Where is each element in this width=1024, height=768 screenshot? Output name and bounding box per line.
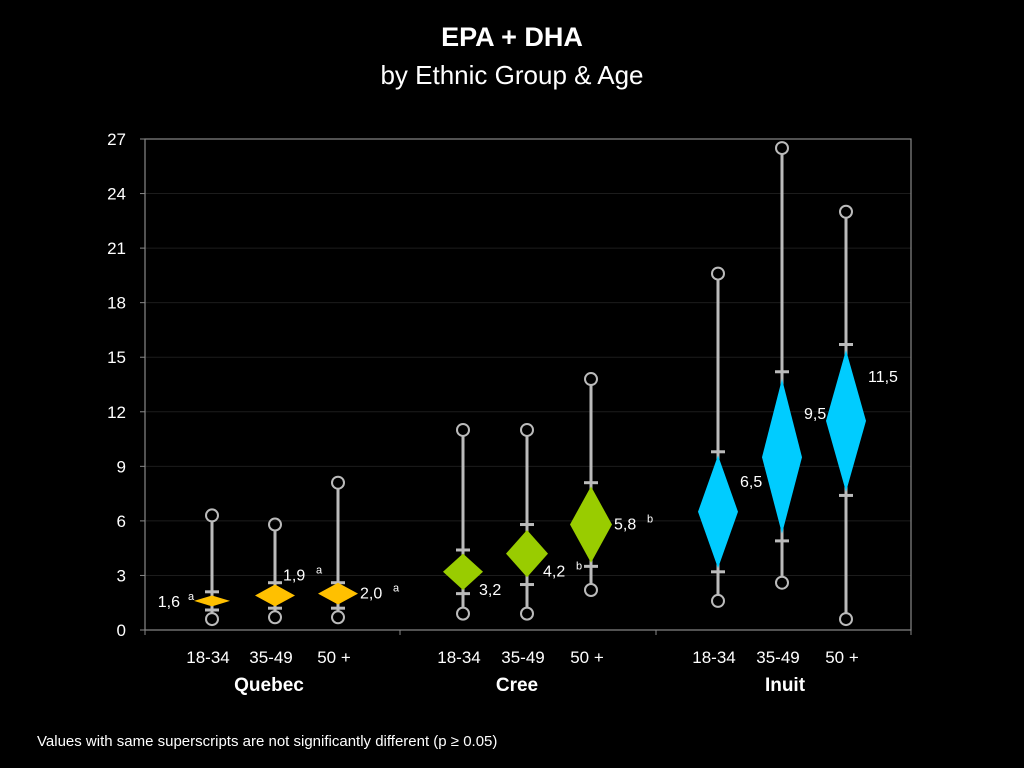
x-tick-label: 50 + bbox=[825, 648, 859, 667]
x-tick-label: 35-49 bbox=[756, 648, 799, 667]
y-tick-label: 24 bbox=[107, 185, 126, 204]
min-circle bbox=[268, 610, 282, 625]
y-tick-label: 6 bbox=[117, 512, 126, 531]
mean-diamond bbox=[826, 349, 866, 492]
box-item-inuit-0: 6,5 bbox=[698, 266, 762, 608]
box-item-inuit-2: 11,5 bbox=[826, 204, 898, 627]
mean-label: 11,5 bbox=[868, 369, 898, 386]
box-item-cree-1: 4,2 b bbox=[506, 422, 582, 621]
min-circle bbox=[839, 612, 853, 627]
significance-superscript: a bbox=[393, 583, 400, 595]
mean-diamond bbox=[762, 379, 802, 534]
max-circle bbox=[205, 508, 219, 523]
mean-label: 6,5 bbox=[740, 474, 762, 491]
x-tick-label: 18-34 bbox=[692, 648, 735, 667]
box-item-quebec-2: 2,0 a bbox=[318, 475, 400, 625]
y-tick-label: 3 bbox=[117, 566, 126, 585]
significance-superscript: b bbox=[647, 514, 653, 526]
y-tick-label: 21 bbox=[107, 239, 126, 258]
group-label: Inuit bbox=[765, 675, 806, 696]
max-circle bbox=[456, 422, 470, 437]
box-item-cree-0: 3,2 bbox=[443, 422, 501, 621]
mean-label: 9,5 bbox=[804, 406, 826, 423]
max-circle bbox=[268, 517, 282, 532]
x-tick-label: 35-49 bbox=[501, 648, 544, 667]
chart-subtitle: by Ethnic Group & Age bbox=[380, 60, 644, 90]
mean-label: 2,0 bbox=[360, 586, 382, 603]
plot-frame bbox=[144, 138, 912, 631]
box-item-inuit-1: 9,5 bbox=[762, 141, 826, 590]
significance-superscript: a bbox=[316, 564, 323, 576]
min-circle bbox=[520, 606, 534, 621]
min-circle bbox=[584, 582, 598, 597]
chart-title: EPA + DHA bbox=[441, 22, 583, 52]
group-label: Quebec bbox=[234, 675, 304, 696]
mean-label: 4,2 bbox=[543, 564, 565, 581]
mean-diamond bbox=[506, 529, 548, 578]
x-tick-label: 18-34 bbox=[186, 648, 229, 667]
max-circle bbox=[584, 372, 598, 387]
max-circle bbox=[711, 266, 725, 281]
significance-superscript: b bbox=[576, 561, 582, 573]
x-tick-label: 50 + bbox=[317, 648, 351, 667]
mean-label: 5,8 bbox=[614, 517, 636, 534]
group-label: Cree bbox=[496, 675, 538, 696]
y-tick-label: 9 bbox=[117, 457, 126, 476]
x-tick-label: 50 + bbox=[570, 648, 604, 667]
y-tick-label: 27 bbox=[107, 130, 126, 149]
box-item-quebec-0: 1,6 a bbox=[158, 508, 230, 627]
max-circle bbox=[839, 204, 853, 219]
box-item-cree-2: 5,8 b bbox=[570, 372, 653, 597]
mean-diamond bbox=[443, 553, 483, 590]
mean-diamond bbox=[194, 595, 230, 607]
min-circle bbox=[456, 606, 470, 621]
footnote: Values with same superscripts are not si… bbox=[37, 733, 498, 750]
max-circle bbox=[775, 141, 789, 156]
mean-diamond bbox=[698, 455, 738, 569]
mean-label: 3,2 bbox=[479, 582, 501, 599]
box-item-quebec-1: 1,9 a bbox=[255, 517, 323, 625]
min-circle bbox=[331, 610, 345, 625]
mean-diamond bbox=[570, 486, 612, 563]
y-tick-label: 12 bbox=[107, 403, 126, 422]
mean-diamond bbox=[318, 582, 358, 605]
min-circle bbox=[775, 575, 789, 590]
mean-diamond bbox=[255, 584, 295, 607]
min-circle bbox=[711, 593, 725, 608]
x-tick-label: 18-34 bbox=[437, 648, 480, 667]
y-tick-label: 18 bbox=[107, 294, 126, 313]
max-circle bbox=[331, 475, 345, 490]
min-circle bbox=[205, 612, 219, 627]
y-tick-label: 15 bbox=[107, 348, 126, 367]
y-tick-label: 0 bbox=[117, 621, 126, 640]
mean-label: 1,6 bbox=[158, 594, 180, 611]
significance-superscript: a bbox=[188, 591, 195, 603]
x-tick-label: 35-49 bbox=[249, 648, 292, 667]
mean-label: 1,9 bbox=[283, 567, 305, 584]
max-circle bbox=[520, 422, 534, 437]
